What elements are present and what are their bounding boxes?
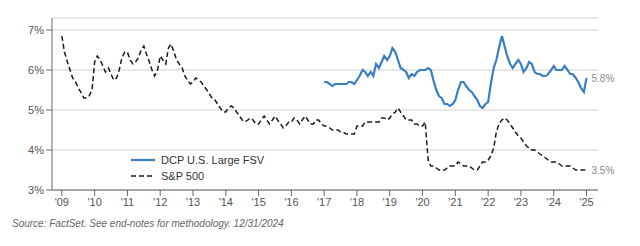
html-text:DCP U.S. Large FSV: DCP U.S. Large FSV [161,154,265,166]
html-text:S&P 500: S&P 500 [161,170,205,182]
svg-text:'18: '18 [350,196,364,208]
svg-text:'20: '20 [415,196,429,208]
svg-text:'10: '10 [87,196,101,208]
svg-text:4%: 4% [28,144,44,156]
svg-text:'16: '16 [284,196,298,208]
svg-text:'24: '24 [547,196,561,208]
svg-text:'21: '21 [448,196,462,208]
svg-text:5.8%: 5.8% [592,73,615,84]
svg-text:'19: '19 [383,196,397,208]
svg-text:'09: '09 [55,196,69,208]
svg-text:'17: '17 [317,196,331,208]
svg-text:3%: 3% [28,184,44,196]
svg-text:'25: '25 [579,196,593,208]
svg-text:6%: 6% [28,64,44,76]
svg-text:'22: '22 [481,196,495,208]
svg-text:'15: '15 [251,196,265,208]
html-text:Source: FactSet. See end-notes: Source: FactSet. See end-notes for metho… [12,218,284,229]
svg-text:7%: 7% [28,24,44,36]
svg-text:'14: '14 [219,196,233,208]
svg-text:'13: '13 [186,196,200,208]
svg-text:3.5%: 3.5% [592,165,615,176]
svg-text:'23: '23 [514,196,528,208]
svg-text:5%: 5% [28,104,44,116]
svg-text:'12: '12 [153,196,167,208]
svg-text:'11: '11 [121,196,135,208]
